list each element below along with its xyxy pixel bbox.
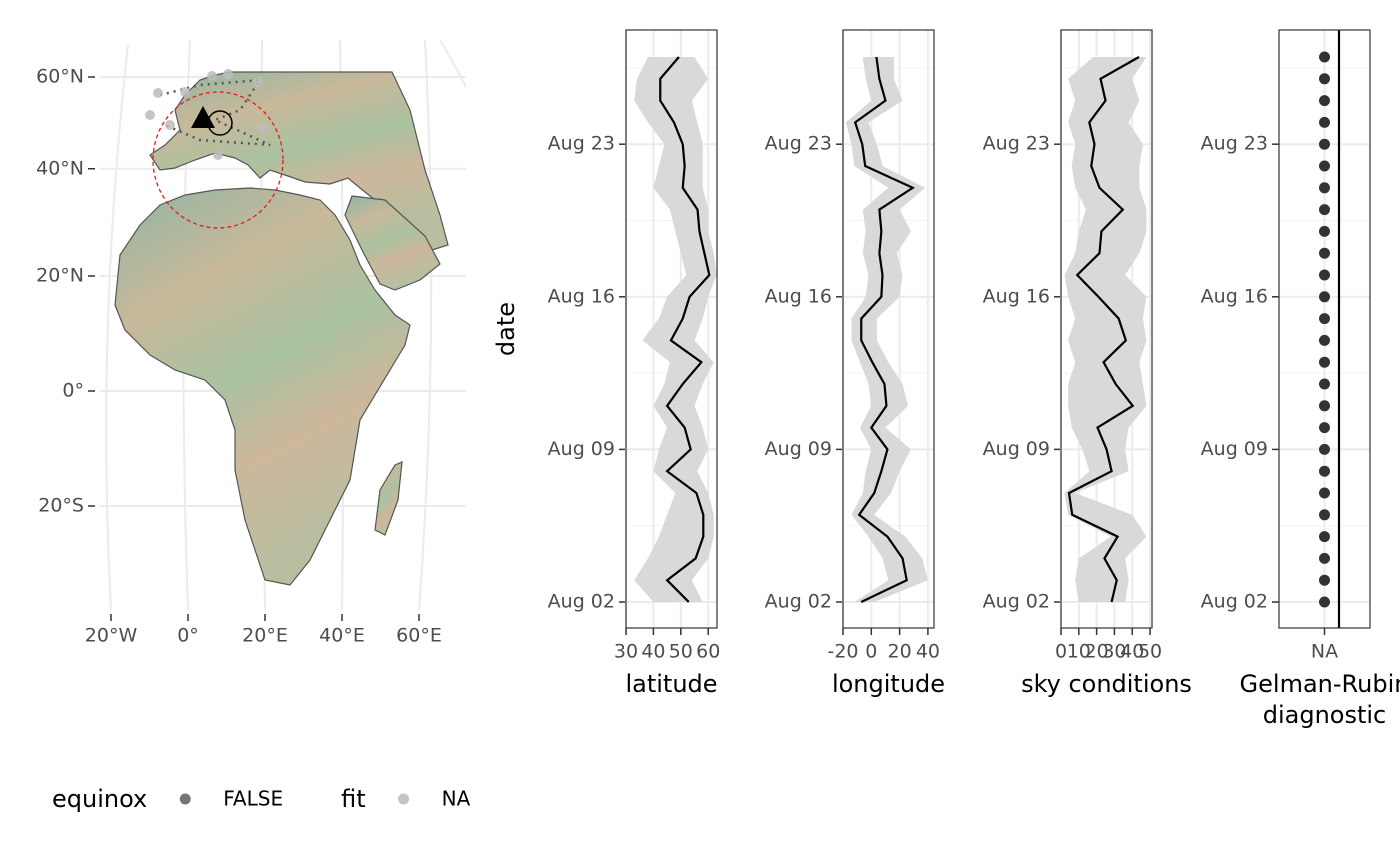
point	[1319, 160, 1330, 172]
x-tick-label: 20	[1085, 641, 1109, 663]
point	[1319, 334, 1330, 346]
point	[1319, 313, 1330, 325]
deployment-marker	[191, 106, 215, 128]
point	[1319, 95, 1330, 107]
x-axis-label: sky conditions	[1021, 670, 1192, 698]
point	[1319, 204, 1330, 216]
y-tick-label: 60°N	[36, 66, 84, 88]
point	[1319, 51, 1330, 63]
point	[1319, 400, 1330, 412]
point	[1319, 225, 1330, 237]
y-tick-label: Aug 23	[1201, 133, 1268, 155]
legend-key	[398, 793, 410, 805]
x-tick-label: 40	[916, 641, 940, 663]
y-tick-label: 20°S	[38, 495, 84, 517]
point	[1319, 269, 1330, 281]
x-tick-label: 20°W	[85, 625, 138, 647]
point	[1319, 465, 1330, 477]
y-tick-label: Aug 09	[983, 438, 1050, 460]
ribbon	[1064, 57, 1147, 602]
y-tick-label: Aug 09	[1201, 438, 1268, 460]
point	[1319, 443, 1330, 455]
y-tick-label: Aug 23	[765, 133, 832, 155]
y-tick-label: Aug 09	[765, 438, 832, 460]
y-tick-label: Aug 23	[983, 133, 1050, 155]
y-tick-label: Aug 02	[548, 591, 615, 613]
track-points	[145, 69, 267, 160]
x-tick-label: 60°E	[396, 625, 442, 647]
panel-border	[842, 29, 935, 629]
x-tick-label: -20	[827, 641, 858, 663]
map-panel	[100, 39, 466, 610]
land-arabia	[344, 195, 441, 291]
legend-label: NA	[442, 787, 471, 811]
point	[1319, 73, 1330, 85]
x-tick-label: 10	[1067, 641, 1091, 663]
x-tick-label: 0°	[177, 625, 199, 647]
land-madagascar	[374, 461, 403, 536]
point	[1319, 509, 1330, 521]
point	[1319, 138, 1330, 150]
x-tick-label: 20°E	[242, 625, 288, 647]
x-tick-label: 0	[1055, 641, 1067, 663]
point	[1319, 422, 1330, 434]
x-axis-label: latitude	[625, 670, 717, 698]
x-axis-label: longitude	[832, 670, 945, 698]
y-tick-label: 0°	[62, 380, 84, 402]
y-tick-label: Aug 02	[1201, 591, 1268, 613]
x-tick-label: NA	[1311, 641, 1338, 663]
x-tick-label: 40	[641, 641, 665, 663]
land-africa	[114, 187, 411, 586]
x-tick-label: 30	[1102, 641, 1126, 663]
y-tick-label: Aug 16	[1201, 285, 1268, 307]
y-tick-label: Aug 16	[983, 285, 1050, 307]
point	[1319, 552, 1330, 564]
line	[853, 56, 916, 603]
legend-title: equinox	[52, 785, 147, 813]
point	[1319, 487, 1330, 499]
line	[659, 56, 711, 603]
x-axis-label: Gelman-Rubin	[1240, 670, 1400, 698]
y-tick-label: Aug 02	[765, 591, 832, 613]
panel-border	[1060, 29, 1153, 629]
y-tick-label: Aug 23	[548, 133, 615, 155]
point	[1319, 116, 1330, 128]
panel-border	[1278, 29, 1371, 629]
y-tick-label: Aug 16	[765, 285, 832, 307]
x-tick-label: 20	[888, 641, 912, 663]
start-marker	[207, 110, 233, 136]
x-axis-label: diagnostic	[1263, 701, 1387, 729]
ribbon	[845, 57, 928, 602]
point	[1319, 378, 1330, 390]
y-tick-label: 40°N	[36, 157, 84, 179]
x-tick-label: 40	[1120, 641, 1144, 663]
panel-border	[625, 29, 718, 629]
point	[1319, 356, 1330, 368]
y-tick-label: 20°N	[36, 265, 84, 287]
point	[1319, 291, 1330, 303]
x-tick-label: 30	[614, 641, 638, 663]
x-tick-label: 50	[669, 641, 693, 663]
x-tick-label: 50	[1138, 641, 1162, 663]
point	[1319, 247, 1330, 259]
line	[1067, 56, 1140, 603]
y-tick-label: Aug 09	[548, 438, 615, 460]
legend-key	[179, 793, 191, 805]
point	[1319, 596, 1330, 608]
x-tick-label: 60	[696, 641, 720, 663]
point	[1319, 182, 1330, 194]
ribbon	[634, 57, 717, 602]
y-tick-label: Aug 16	[548, 285, 615, 307]
point	[1319, 574, 1330, 586]
legend-title: fit	[341, 785, 366, 813]
y-tick-label: Aug 02	[983, 591, 1050, 613]
x-tick-label: 0	[865, 641, 877, 663]
x-tick-label: 40°E	[319, 625, 365, 647]
y-axis-label: date	[492, 302, 520, 356]
legend-label: FALSE	[223, 787, 283, 811]
point	[1319, 531, 1330, 543]
uncertainty-ellipse	[152, 91, 284, 229]
